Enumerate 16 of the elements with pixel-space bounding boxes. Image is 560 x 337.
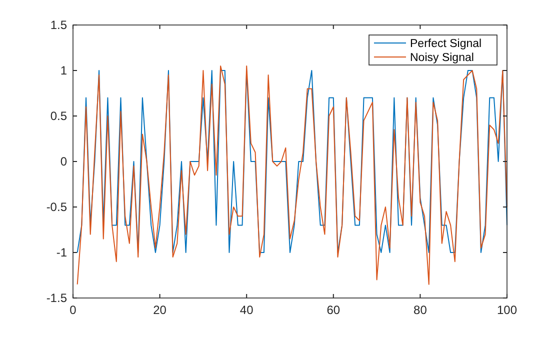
legend-label: Perfect Signal [410, 38, 482, 50]
x-tick-label: 40 [240, 303, 254, 317]
x-tick-label: 60 [326, 303, 340, 317]
x-tick-label: 80 [414, 303, 428, 317]
y-tick-label: 1 [60, 64, 68, 78]
x-tick-label: 100 [496, 303, 518, 317]
y-tick-label: -1.5 [46, 291, 68, 305]
y-tick-label: 1.5 [50, 18, 68, 32]
line-series [76, 65, 508, 285]
x-tick-label: 20 [153, 303, 167, 317]
y-tick-label: -0.5 [46, 200, 68, 214]
x-tick-label: 0 [70, 303, 77, 317]
legend-label: Noisy Signal [410, 52, 474, 64]
y-tick-label: 0 [60, 154, 68, 168]
y-tick-label: 0.5 [50, 109, 68, 123]
y-tick-label: -1 [56, 246, 68, 260]
